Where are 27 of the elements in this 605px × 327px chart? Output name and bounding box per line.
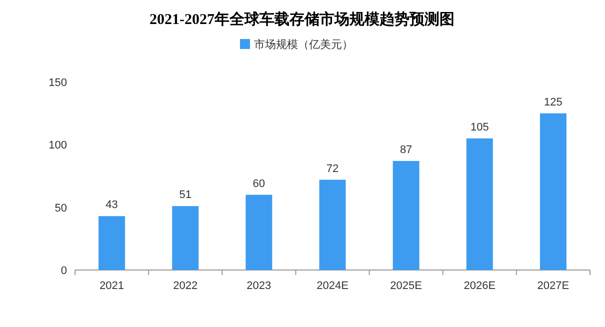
bar	[172, 206, 199, 270]
bar	[246, 194, 272, 270]
x-tick-label: 2021	[100, 280, 124, 292]
data-label: 105	[470, 121, 489, 134]
y-tick-label: 50	[54, 202, 67, 214]
data-label: 43	[106, 199, 118, 212]
data-label: 72	[326, 162, 339, 175]
bar	[466, 138, 493, 270]
x-tick-label: 2025E	[390, 280, 422, 292]
x-tick-label: 2027E	[537, 280, 570, 292]
bar	[540, 113, 566, 270]
chart-title: 2021-2027年全球车载存储市场规模趋势预测图	[150, 10, 454, 28]
data-label: 87	[400, 144, 412, 156]
y-tick-label: 100	[48, 140, 67, 152]
y-tick-label: 0	[60, 265, 67, 277]
bar	[392, 160, 420, 270]
data-label: 51	[179, 189, 192, 202]
bar	[319, 180, 346, 270]
y-tick-label: 150	[48, 77, 67, 89]
legend-label: 市场规模（亿美元）	[254, 38, 353, 51]
x-tick-label: 2024E	[316, 280, 348, 292]
data-label: 125	[544, 96, 562, 108]
x-tick-label: 2022	[173, 280, 198, 292]
bar	[98, 216, 126, 270]
x-tick-label: 2023	[246, 280, 272, 292]
data-label: 60	[252, 178, 266, 190]
x-tick-label: 2026E	[464, 280, 496, 292]
